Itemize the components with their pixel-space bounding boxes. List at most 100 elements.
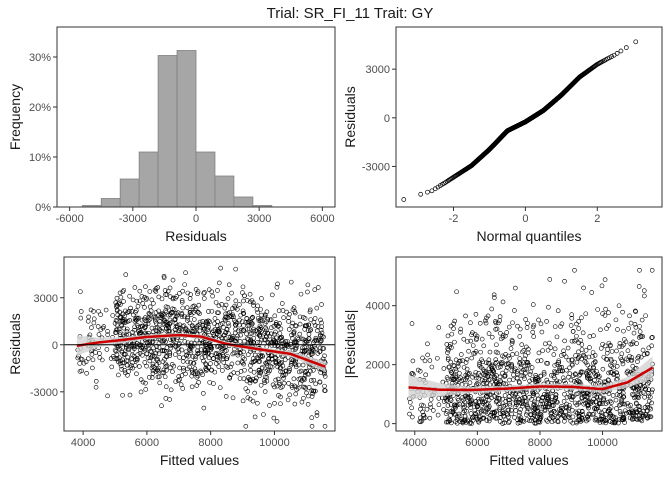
residual-point — [309, 394, 315, 399]
abs-residual-point — [553, 410, 558, 415]
abs-residual-point — [605, 347, 610, 352]
residual-point — [220, 352, 226, 357]
abs-residual-point — [494, 326, 500, 332]
residual-point — [120, 319, 125, 324]
residual-point — [114, 318, 120, 324]
abs-residual-point — [518, 415, 524, 421]
residual-point — [234, 336, 240, 341]
residual-point — [216, 328, 222, 334]
x-axis-title: Fitted values — [160, 452, 239, 468]
residual-point — [229, 361, 235, 367]
abs-residual-point — [493, 349, 499, 355]
qq-point — [618, 48, 624, 54]
residual-point — [272, 331, 277, 337]
residual-point — [277, 365, 283, 371]
abs-residual-point — [557, 412, 563, 417]
abs-residual-point — [464, 366, 470, 372]
abs-residual-point — [609, 400, 614, 405]
residual-point — [314, 305, 320, 311]
abs-residual-point — [649, 335, 654, 341]
abs-residual-point — [590, 412, 595, 417]
abs-residual-point — [553, 392, 559, 397]
residual-point — [156, 341, 162, 346]
abs-residual-point — [570, 362, 575, 368]
abs-residual-point — [540, 348, 545, 353]
abs-residual-point — [590, 399, 596, 405]
abs-residual-point — [568, 389, 573, 395]
abs-residual-point — [525, 321, 530, 326]
abs-residual-point — [483, 320, 489, 326]
residual-point — [318, 327, 324, 333]
abs-residual-point — [419, 402, 424, 408]
abs-residual-point — [535, 358, 541, 364]
abs-residual-point — [552, 346, 558, 352]
abs-residual-point — [468, 398, 474, 404]
abs-residual-point — [495, 320, 501, 326]
abs-residual-point — [614, 406, 619, 411]
residual-point — [127, 293, 132, 299]
residual-point — [90, 357, 96, 363]
residual-point — [124, 326, 130, 332]
abs-residual-point — [576, 355, 581, 360]
residual-point — [91, 320, 97, 326]
residual-point — [181, 368, 186, 373]
qq-point — [401, 197, 407, 202]
residual-point — [319, 302, 324, 307]
residual-point — [137, 298, 143, 304]
abs-residual-point — [502, 372, 508, 378]
residual-point — [221, 360, 227, 365]
abs-residual-point — [569, 312, 574, 317]
residual-point — [113, 327, 119, 333]
abs-residual-point — [576, 373, 582, 378]
residual-point — [240, 284, 246, 290]
residual-point — [180, 386, 186, 391]
abs-residual-point — [585, 368, 590, 374]
abs-residual-point — [543, 401, 549, 407]
y-tick-label: -3000 — [362, 161, 390, 173]
residual-point — [183, 270, 188, 276]
abs-residual-point — [497, 374, 503, 380]
residual-point — [273, 377, 279, 383]
residual-point — [230, 312, 236, 318]
abs-residual-point — [537, 414, 542, 420]
abs-residual-point — [502, 393, 508, 398]
residual-point — [213, 361, 219, 366]
abs-residual-point — [577, 399, 583, 405]
abs-residual-point — [525, 405, 530, 411]
abs-residual-point — [573, 391, 579, 397]
residual-point — [294, 343, 300, 348]
abs-residual-point — [469, 355, 475, 361]
residual-point — [215, 354, 220, 359]
residual-point — [216, 343, 221, 349]
residual-point — [169, 309, 174, 315]
residual-point — [143, 380, 148, 386]
residual-point — [275, 376, 281, 382]
abs-residual-point — [600, 366, 606, 372]
abs-residual-point — [610, 393, 616, 398]
residual-point — [168, 294, 173, 300]
residual-point — [182, 339, 188, 344]
residual-point — [193, 287, 199, 292]
abs-residual-point — [525, 359, 530, 365]
abs-residual-point — [481, 396, 486, 402]
abs-residual-point — [421, 403, 426, 408]
residual-point — [322, 353, 327, 359]
residual-point — [284, 309, 290, 315]
residual-point — [137, 343, 143, 348]
residual-point — [147, 304, 153, 310]
residual-point — [121, 299, 126, 304]
histogram-bar — [195, 151, 216, 208]
abs-residual-point — [532, 379, 538, 385]
residual-point — [135, 356, 140, 362]
residual-point — [300, 362, 306, 368]
abs-residual-point — [474, 403, 480, 409]
abs-residual-point — [449, 331, 455, 337]
abs-residual-point — [619, 400, 624, 406]
abs-residual-point — [515, 323, 520, 329]
residual-point — [197, 328, 203, 334]
abs-residual-point — [602, 277, 608, 282]
residual-point — [117, 290, 123, 296]
residual-point — [186, 353, 191, 359]
abs-residual-point — [601, 397, 606, 403]
abs-residual-point — [572, 338, 577, 344]
